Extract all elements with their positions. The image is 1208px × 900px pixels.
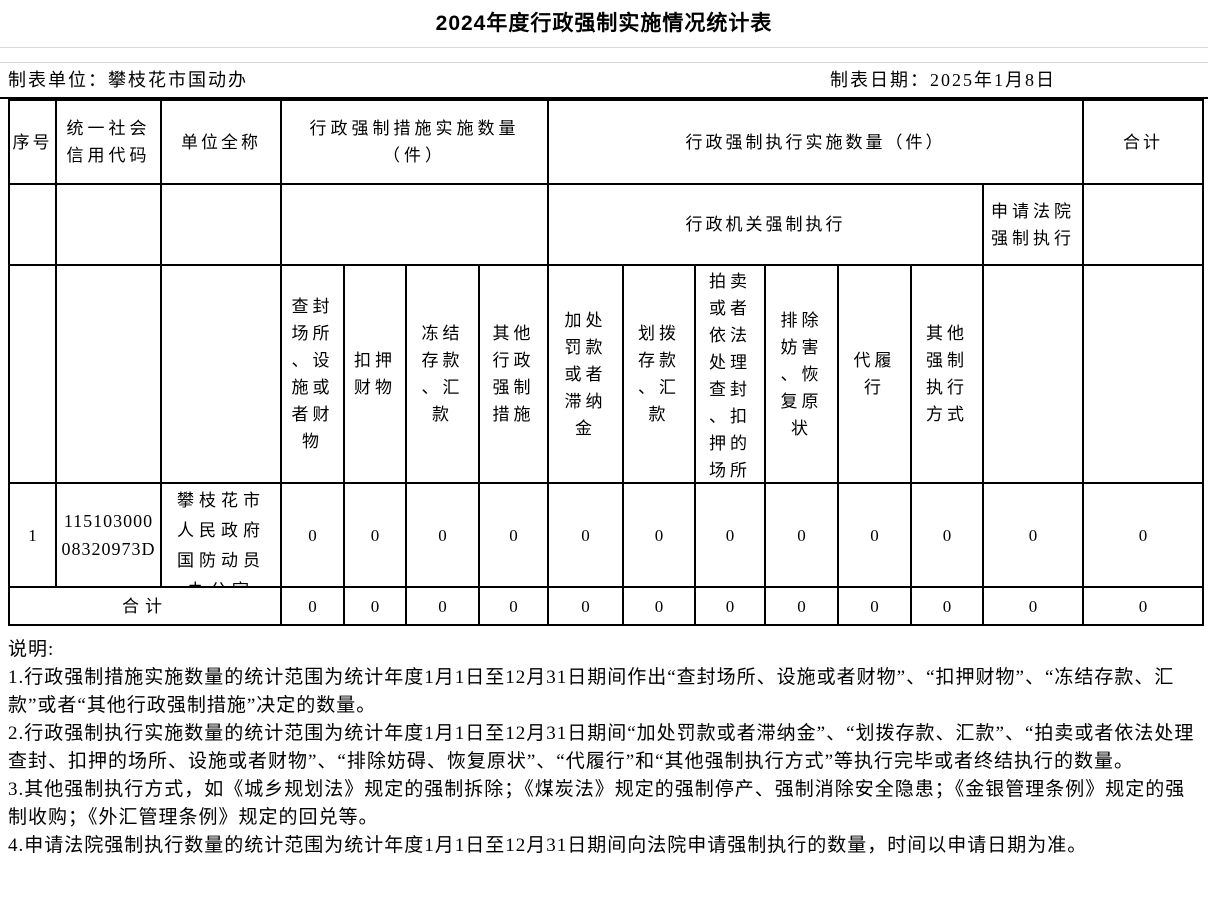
header-cell-seq: 序号: [8, 99, 57, 185]
total-row: 合计 0 0 0 0 0 0 0 0 0 0 0 0: [8, 586, 1205, 626]
header-cell-credit-code: 统一社会信用代码: [55, 99, 162, 185]
empty-cell: [1082, 264, 1205, 484]
notes-heading: 说明:: [8, 639, 55, 660]
total-cell-value: 0: [622, 586, 696, 626]
total-cell-value: 0: [280, 586, 345, 626]
total-cell-value: 0: [910, 586, 984, 626]
table-meta-row: 制表单位：攀枝花市国动办 制表日期：2025年1月8日: [0, 63, 1208, 99]
transfer-deposits-label: 划拨存款、汇款: [638, 324, 680, 424]
header-cell-remove-obstruction: 排除妨害、恢复原状: [764, 264, 839, 484]
header-row-2: 行政机关强制执行 申请法院强制执行: [8, 183, 1205, 266]
total-row-label: 合计: [8, 586, 282, 626]
cell-credit-code: 11510300008320973D: [55, 482, 162, 588]
header-cell-total: 合计: [1082, 99, 1205, 185]
seize-property-label: 扣押财物: [354, 351, 396, 397]
header-cell-unit-name: 单位全称: [160, 99, 282, 185]
cell-value: 0: [405, 482, 480, 588]
total-cell-value: 0: [694, 586, 766, 626]
total-cell-value: 0: [547, 586, 624, 626]
empty-cell: [55, 264, 162, 484]
note-item-4: 4.申请法院强制执行数量的统计范围为统计年度1月1日至12月31日期间向法院申请…: [8, 835, 1088, 856]
cell-value: 0: [280, 482, 345, 588]
other-enforcement-label: 其他强制执行方式: [926, 324, 968, 424]
cell-value: 0: [910, 482, 984, 588]
page-title: 2024年度行政强制实施情况统计表: [0, 0, 1208, 48]
header-cell-enforcement-group: 行政强制执行实施数量（件）: [546, 99, 1085, 185]
cell-value: 0: [478, 482, 549, 588]
total-cell-value: 0: [405, 586, 480, 626]
table-row: 1 11510300008320973D 攀枝花市人民政府国防动员办公室 0 0…: [8, 482, 1205, 588]
cell-seq: 1: [8, 482, 57, 588]
prepared-date-label: 制表日期：2025年1月8日: [830, 70, 1056, 90]
header-cell-other-enforcement: 其他强制执行方式: [910, 264, 984, 484]
substitute-performance-label: 代履行: [853, 351, 896, 397]
credit-code-label: 统一社会信用代码: [66, 119, 151, 165]
note-item-3: 3.其他强制执行方式，如《城乡规划法》规定的强制拆除；《煤炭法》规定的强制停产、…: [8, 779, 1186, 828]
notes: 说明: 1.行政强制措施实施数量的统计范围为统计年度1月1日至12月31日期间作…: [8, 636, 1200, 860]
cell-value: 0: [837, 482, 912, 588]
total-cell-value: 0: [981, 586, 1085, 626]
header-cell-admin-enforcement: 行政机关强制执行: [547, 183, 984, 266]
header-cell-transfer-deposits: 划拨存款、汇款: [622, 264, 696, 484]
total-cell-value: 0: [1082, 586, 1205, 626]
statistics-table: 序号 统一社会信用代码 单位全称 行政强制措施实施数量（件） 行政强制执行实施数…: [8, 99, 1205, 626]
total-cell-value: 0: [343, 586, 407, 626]
empty-cell: [160, 183, 282, 266]
cell-value: 0: [764, 482, 839, 588]
note-item-2: 2.行政强制执行实施数量的统计范围为统计年度1月1日至12月31日期间“加处罚款…: [8, 723, 1195, 772]
cell-unit-name: 攀枝花市人民政府国防动员办公室: [160, 482, 282, 588]
empty-cell: [160, 264, 282, 484]
cell-value: 0: [622, 482, 696, 588]
court-enforcement-label: 申请法院强制执行: [991, 201, 1076, 248]
added-fines-label: 加处罚款或者滞纳金: [564, 310, 607, 438]
remove-obstruction-label: 排除妨害、恢复原状: [780, 310, 823, 438]
header-row-3: 查封场所、设施或者财物 扣押财物 冻结存款、汇款 其他行政强制措施 加处罚款或者…: [8, 264, 1205, 484]
cell-value: 0: [1082, 482, 1205, 588]
header-cell-measures-group: 行政强制措施实施数量（件）: [280, 99, 549, 185]
other-measures-label: 其他行政强制措施: [492, 324, 535, 424]
note-item-1: 1.行政强制措施实施数量的统计范围为统计年度1月1日至12月31日期间作出“查封…: [8, 667, 1175, 716]
empty-cell: [8, 183, 57, 266]
freeze-deposits-label: 冻结存款、汇款: [421, 324, 464, 424]
total-cell-value: 0: [837, 586, 912, 626]
cell-value: 0: [547, 482, 624, 588]
total-cell-value: 0: [764, 586, 839, 626]
cell-value: 0: [981, 482, 1085, 588]
cell-value: 0: [694, 482, 766, 588]
header-cell-other-measures: 其他行政强制措施: [478, 264, 549, 484]
header-cell-court-enforcement: 申请法院强制执行: [981, 183, 1085, 266]
header-cell-auction-disposal: 拍卖或者依法处理查封、扣押的场所、设施或者财物: [694, 264, 766, 484]
measures-group-label: 行政强制措施实施数量（件）: [309, 119, 520, 165]
header-cell-added-fines: 加处罚款或者滞纳金: [547, 264, 624, 484]
header-cell-seal-premises: 查封场所、设施或者财物: [280, 264, 345, 484]
seal-premises-label: 查封场所、设施或者财物: [291, 297, 334, 451]
spacer-row: [0, 48, 1208, 63]
empty-cell: [981, 264, 1085, 484]
total-cell-value: 0: [478, 586, 549, 626]
header-cell-seize-property: 扣押财物: [343, 264, 407, 484]
cell-value: 0: [343, 482, 407, 588]
header-cell-substitute-performance: 代履行: [837, 264, 912, 484]
prepared-by-label: 制表单位：攀枝花市国动办: [8, 70, 248, 90]
unit-name-value: 攀枝花市人民政府国防动员办公室: [177, 491, 265, 586]
header-row-1: 序号 统一社会信用代码 单位全称 行政强制措施实施数量（件） 行政强制执行实施数…: [8, 99, 1205, 185]
credit-code-value: 11510300008320973D: [61, 511, 156, 559]
header-cell-freeze-deposits: 冻结存款、汇款: [405, 264, 480, 484]
auction-disposal-label: 拍卖或者依法处理查封、扣押的场所、设施或者财物: [709, 272, 751, 480]
empty-cell: [280, 183, 549, 266]
empty-cell: [8, 264, 57, 484]
empty-cell: [55, 183, 162, 266]
empty-cell: [1082, 183, 1205, 266]
